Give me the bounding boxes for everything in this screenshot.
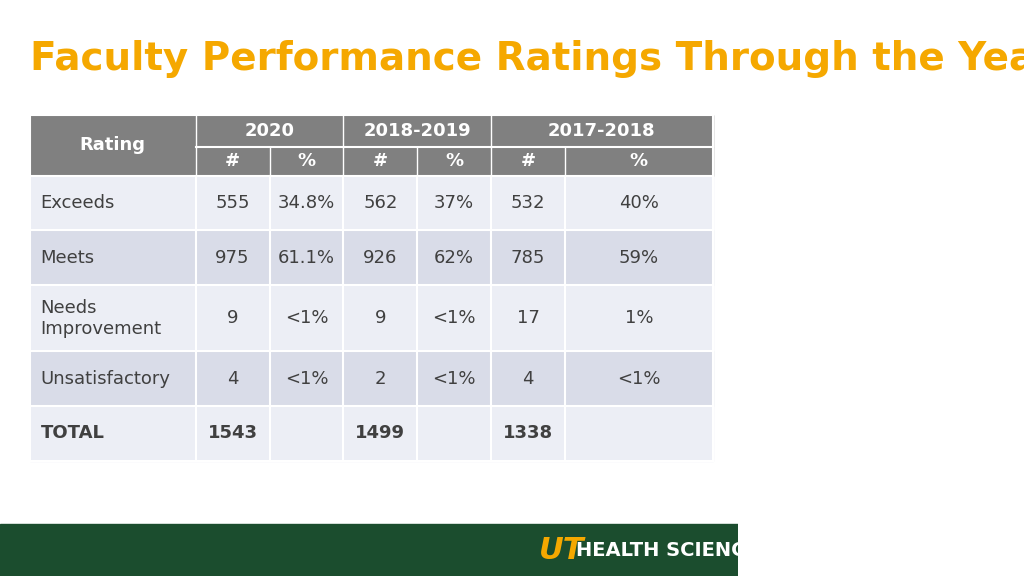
Text: 555: 555	[215, 194, 250, 212]
Text: 562: 562	[364, 194, 397, 212]
Text: 2018-2019: 2018-2019	[364, 122, 471, 140]
Text: Needs
Improvement: Needs Improvement	[41, 299, 162, 338]
Text: 9: 9	[375, 309, 386, 327]
Text: 2: 2	[375, 370, 386, 388]
Bar	[196, 115, 343, 147]
Text: 59%: 59%	[618, 249, 658, 267]
Text: <1%: <1%	[285, 309, 329, 327]
Text: %: %	[297, 152, 315, 170]
Text: 62%: 62%	[434, 249, 474, 267]
Text: 61.1%: 61.1%	[278, 249, 335, 267]
Text: <1%: <1%	[617, 370, 660, 388]
Text: <1%: <1%	[432, 309, 476, 327]
Text: Faculty Performance Ratings Through the Years: Faculty Performance Ratings Through the …	[30, 40, 1024, 78]
Text: TOTAL: TOTAL	[41, 425, 104, 442]
Text: 926: 926	[364, 249, 397, 267]
Bar	[30, 351, 713, 406]
Text: 1338: 1338	[503, 425, 553, 442]
Text: 2017-2018: 2017-2018	[548, 122, 655, 140]
Text: 2020: 2020	[245, 122, 295, 140]
Bar	[0, 524, 738, 576]
Text: #: #	[520, 152, 536, 170]
Text: 532: 532	[511, 194, 545, 212]
Text: Rating: Rating	[80, 137, 145, 154]
Text: Meets: Meets	[41, 249, 95, 267]
Bar	[417, 147, 492, 176]
Text: <1%: <1%	[432, 370, 476, 388]
Text: 785: 785	[511, 249, 545, 267]
Bar	[492, 115, 713, 147]
Bar	[343, 147, 417, 176]
Text: 1543: 1543	[208, 425, 258, 442]
Bar	[30, 406, 713, 461]
Bar	[30, 285, 713, 351]
Text: 4: 4	[227, 370, 239, 388]
Text: #: #	[225, 152, 241, 170]
Text: %: %	[630, 152, 648, 170]
Text: 9: 9	[227, 309, 239, 327]
Text: 4: 4	[522, 370, 534, 388]
Text: 37%: 37%	[434, 194, 474, 212]
Text: Exceeds: Exceeds	[41, 194, 115, 212]
Bar	[492, 147, 565, 176]
Bar	[269, 147, 343, 176]
Bar	[30, 230, 713, 285]
Text: %: %	[445, 152, 463, 170]
Text: #: #	[373, 152, 388, 170]
Bar	[196, 147, 269, 176]
Bar	[30, 176, 713, 230]
Text: <1%: <1%	[285, 370, 329, 388]
Text: Unsatisfactory: Unsatisfactory	[41, 370, 171, 388]
Text: UT: UT	[539, 536, 585, 564]
Bar	[565, 147, 713, 176]
Bar	[343, 115, 492, 147]
Text: 1%: 1%	[625, 309, 653, 327]
Text: HEALTH SCIENCE CENTER.: HEALTH SCIENCE CENTER.	[577, 541, 859, 559]
Text: 40%: 40%	[618, 194, 658, 212]
Text: 34.8%: 34.8%	[278, 194, 335, 212]
Text: 975: 975	[215, 249, 250, 267]
Text: 1499: 1499	[355, 425, 406, 442]
Bar	[30, 115, 196, 176]
Text: 17: 17	[516, 309, 540, 327]
